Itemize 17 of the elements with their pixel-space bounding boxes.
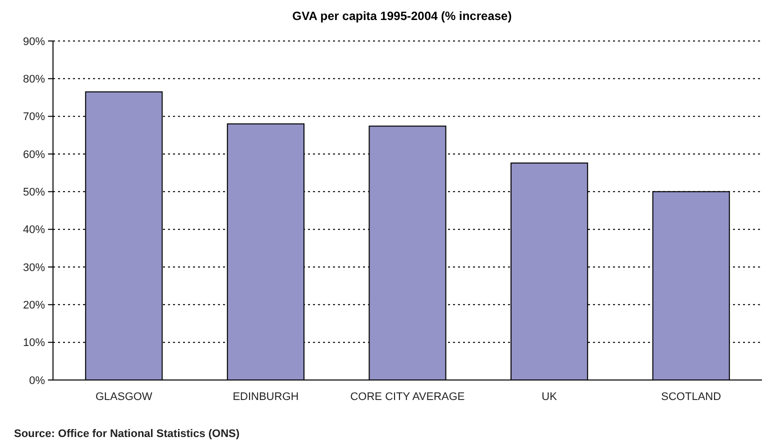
x-tick-label: CORE CITY AVERAGE bbox=[350, 391, 465, 403]
y-tick-label: 30% bbox=[22, 262, 46, 274]
x-tick-label: UK bbox=[542, 391, 558, 403]
y-tick-label: 10% bbox=[22, 337, 46, 350]
y-tick-label: 0% bbox=[29, 374, 46, 387]
x-tick-label: EDINBURGH bbox=[232, 391, 299, 403]
y-tick-label: 40% bbox=[22, 224, 46, 236]
source-note: Source: Office for National Statistics (ONS) bbox=[14, 428, 240, 440]
x-tick-label: SCOTLAND bbox=[661, 391, 722, 403]
x-tick-label: GLASGOW bbox=[95, 391, 153, 403]
y-tick-label: 70% bbox=[22, 111, 46, 124]
y-tick-label: 80% bbox=[22, 74, 46, 86]
chart-title: GVA per capita 1995-2004 (% increase) bbox=[292, 9, 512, 23]
y-tick-label: 50% bbox=[22, 186, 46, 199]
y-tick-label: 60% bbox=[22, 148, 46, 161]
y-tick-label: 20% bbox=[22, 300, 46, 312]
y-tick-label: 90% bbox=[22, 36, 46, 48]
